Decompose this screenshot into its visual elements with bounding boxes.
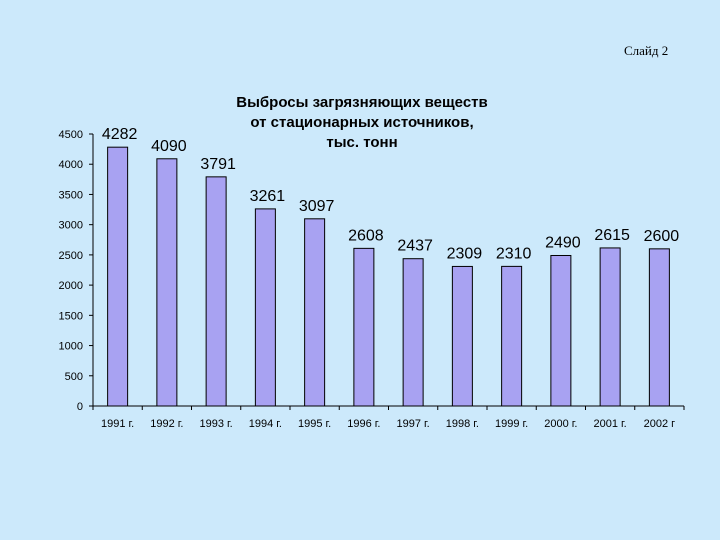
y-tick-label: 2500: [59, 250, 83, 262]
x-tick-label: 2001 г.: [593, 418, 626, 430]
y-tick-label: 0: [77, 401, 83, 413]
data-label: 3261: [250, 188, 286, 205]
y-tick-label: 3000: [59, 220, 83, 232]
bar: [451, 265, 473, 407]
data-label: 2437: [397, 238, 433, 255]
y-tick-label: 1500: [59, 310, 83, 322]
bar: [254, 208, 276, 407]
bar: [156, 158, 178, 407]
data-label: 2309: [447, 245, 483, 262]
y-tick-label: 3500: [59, 189, 83, 201]
data-label: 2600: [644, 228, 680, 245]
chart-title: Выбросы загрязняющих веществ от стациона…: [212, 93, 512, 153]
x-tick-label: 1999 г.: [495, 418, 528, 430]
x-tick-label: 1993 г.: [199, 418, 232, 430]
bar: [205, 176, 227, 407]
x-tick-label: 2002 г: [644, 418, 676, 430]
bar: [648, 248, 670, 407]
data-label: 2310: [496, 245, 532, 262]
data-label: 4090: [151, 138, 187, 155]
bar: [402, 258, 424, 407]
bar: [107, 146, 129, 407]
x-tick-label: 2000 г.: [544, 418, 577, 430]
bar: [353, 247, 375, 407]
data-label: 3791: [200, 156, 236, 173]
bar: [599, 247, 621, 407]
x-tick-label: 1994 г.: [249, 418, 282, 430]
data-label: 2490: [545, 234, 581, 251]
bar: [304, 218, 326, 407]
data-label: 2615: [594, 227, 630, 244]
slide-label: Слайд 2: [624, 43, 669, 58]
data-label: 3097: [299, 198, 335, 215]
x-tick-label: 1992 г.: [150, 418, 183, 430]
x-tick-label: 1991 г.: [101, 418, 134, 430]
bar: [501, 265, 523, 407]
data-label: 2608: [348, 227, 384, 244]
data-label: 4282: [102, 126, 138, 143]
x-tick-label: 1995 г.: [298, 418, 331, 430]
chart-title-line: от стационарных источников,: [250, 114, 474, 131]
y-tick-label: 4500: [59, 129, 83, 141]
y-tick-label: 2000: [59, 280, 83, 292]
y-tick-label: 4000: [59, 159, 83, 171]
chart-title-line: Выбросы загрязняющих веществ: [236, 94, 488, 111]
y-tick-label: 500: [65, 371, 83, 383]
x-tick-label: 1996 г.: [347, 418, 380, 430]
y-tick-label: 1000: [59, 341, 83, 353]
x-tick-label: 1997 г.: [396, 418, 429, 430]
chart-title-line: тыс. тонн: [326, 134, 398, 151]
x-tick-label: 1998 г.: [446, 418, 479, 430]
bar: [550, 254, 572, 407]
